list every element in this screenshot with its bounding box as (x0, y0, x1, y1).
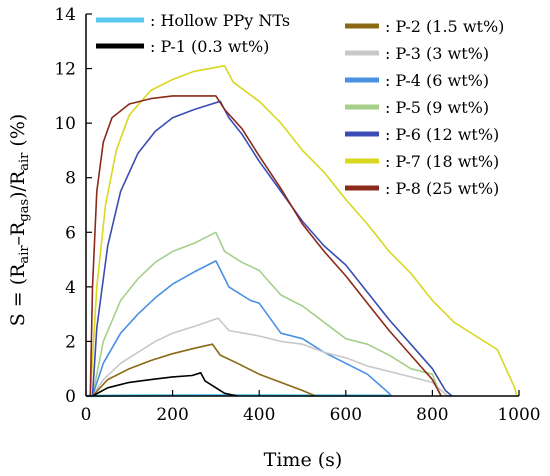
y-axis-title: S = (Rair–Rgas)/Rair (%) (7, 114, 32, 327)
x-axis-title: Time (s) (264, 449, 343, 471)
legend-label: : P-6 (12 wt%) (385, 125, 499, 144)
x-tick-label: 600 (330, 405, 362, 425)
series-line-8 (89, 95, 442, 397)
x-tick-label: 0 (81, 405, 92, 425)
legend-label: : P-1 (0.3 wt%) (150, 37, 269, 56)
y-tick-label: 8 (65, 169, 76, 189)
x-tick-label: 200 (156, 405, 188, 425)
y-tick-label: 0 (65, 387, 76, 407)
y-tick-label: 14 (54, 5, 76, 25)
y-tick-label: 10 (54, 114, 76, 134)
axes-layer: 0 2 4 6 8 10 12 14 0 200 400 600 800 1000 (54, 5, 540, 425)
series-line-2 (91, 343, 316, 397)
series-line-4 (91, 260, 392, 397)
y-tick-label: 6 (65, 223, 76, 243)
legend-label: : P-7 (18 wt%) (385, 152, 499, 171)
x-tick-label: 400 (243, 405, 275, 425)
series-line-3 (91, 317, 449, 397)
series-layer (85, 65, 518, 398)
legend: : Hollow PPy NTs : P-1 (0.3 wt%) : P-2 (1.… (96, 11, 504, 198)
legend-label: : P-5 (9 wt%) (385, 98, 489, 117)
x-tick-label: 800 (416, 405, 448, 425)
legend-label: : P-3 (3 wt%) (385, 44, 489, 63)
series-line-7 (89, 65, 518, 397)
series-line-6 (91, 100, 453, 397)
legend-label: : P-4 (6 wt%) (385, 71, 489, 90)
legend-label: : P-2 (1.5 wt%) (385, 17, 504, 36)
series-line-5 (91, 231, 442, 397)
legend-label: : Hollow PPy NTs (150, 11, 290, 30)
y-tick-label: 4 (65, 278, 76, 298)
x-tick-label: 1000 (497, 405, 540, 425)
series-line-1 (92, 372, 238, 397)
legend-label: : P-8 (25 wt%) (385, 179, 499, 198)
y-tick-label: 2 (65, 332, 76, 352)
y-tick-label: 12 (54, 60, 76, 80)
